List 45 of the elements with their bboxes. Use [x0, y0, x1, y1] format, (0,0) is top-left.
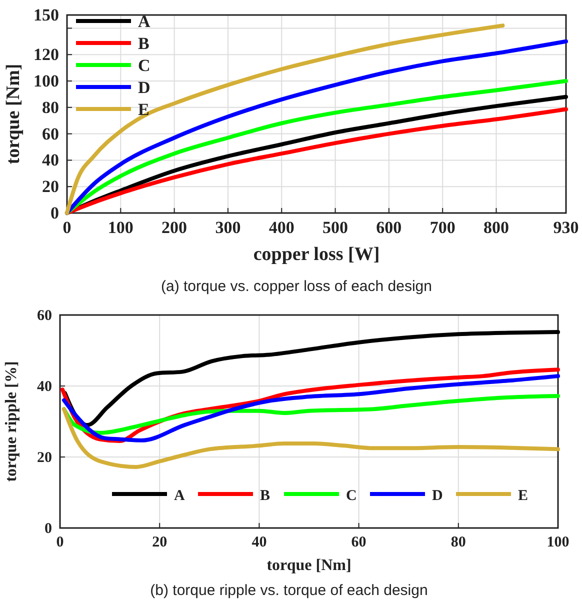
x-tick-label: 200 — [162, 218, 188, 238]
x-axis-title: torque [Nm] — [266, 557, 352, 574]
x-tick-label: 0 — [62, 218, 72, 238]
y-tick-label: 60 — [42, 124, 59, 144]
x-tick-label: 20 — [152, 534, 168, 551]
legend-label: E — [518, 488, 528, 504]
x-tick-label: 40 — [252, 534, 267, 551]
legend-label: A — [174, 488, 185, 504]
y-axis-title: torque [Nm] — [3, 64, 24, 164]
y-tick-label: 150 — [34, 5, 59, 24]
text: (b) torque ripple vs. torque of each design — [150, 582, 428, 599]
legend-label: D — [138, 78, 150, 97]
legend-label: A — [138, 12, 151, 31]
x-tick-label: 800 — [483, 218, 509, 238]
x-tick-label: 700 — [430, 218, 456, 238]
y-tick-label: 60 — [37, 308, 52, 324]
x-axis-title: copper loss [W] — [253, 244, 380, 265]
y-tick-label: 40 — [37, 378, 52, 395]
legend-label: E — [138, 100, 150, 119]
x-tick-label: 100 — [108, 218, 134, 238]
y-tick-label: 20 — [42, 177, 59, 196]
legend-label: D — [432, 488, 443, 504]
y-tick-label: 0 — [44, 520, 52, 537]
legend-label: B — [260, 488, 270, 504]
y-tick-label: 0 — [50, 203, 59, 222]
x-tick-label: 100 — [546, 534, 570, 551]
y-axis-title: torque ripple [%] — [3, 361, 20, 482]
legend-label: B — [138, 34, 150, 53]
y-tick-label: 20 — [37, 450, 52, 466]
legend-label: C — [138, 56, 150, 75]
line-series — [62, 407, 560, 469]
x-tick-label: 400 — [268, 218, 294, 238]
y-tick-label: 100 — [34, 71, 59, 90]
text: (a) torque vs. copper loss of each design — [161, 278, 432, 295]
legend-label: C — [346, 488, 357, 504]
y-tick-label: 80 — [42, 98, 59, 117]
x-tick-label: 930 — [553, 218, 579, 238]
x-tick-label: 60 — [351, 534, 366, 551]
line-series — [62, 330, 560, 428]
x-tick-label: 80 — [450, 534, 466, 551]
x-tick-label: 500 — [322, 218, 348, 238]
x-tick-label: 300 — [215, 218, 241, 238]
y-tick-label: 120 — [34, 45, 59, 64]
x-tick-label: 600 — [376, 218, 402, 238]
y-tick-label: 40 — [42, 150, 59, 170]
